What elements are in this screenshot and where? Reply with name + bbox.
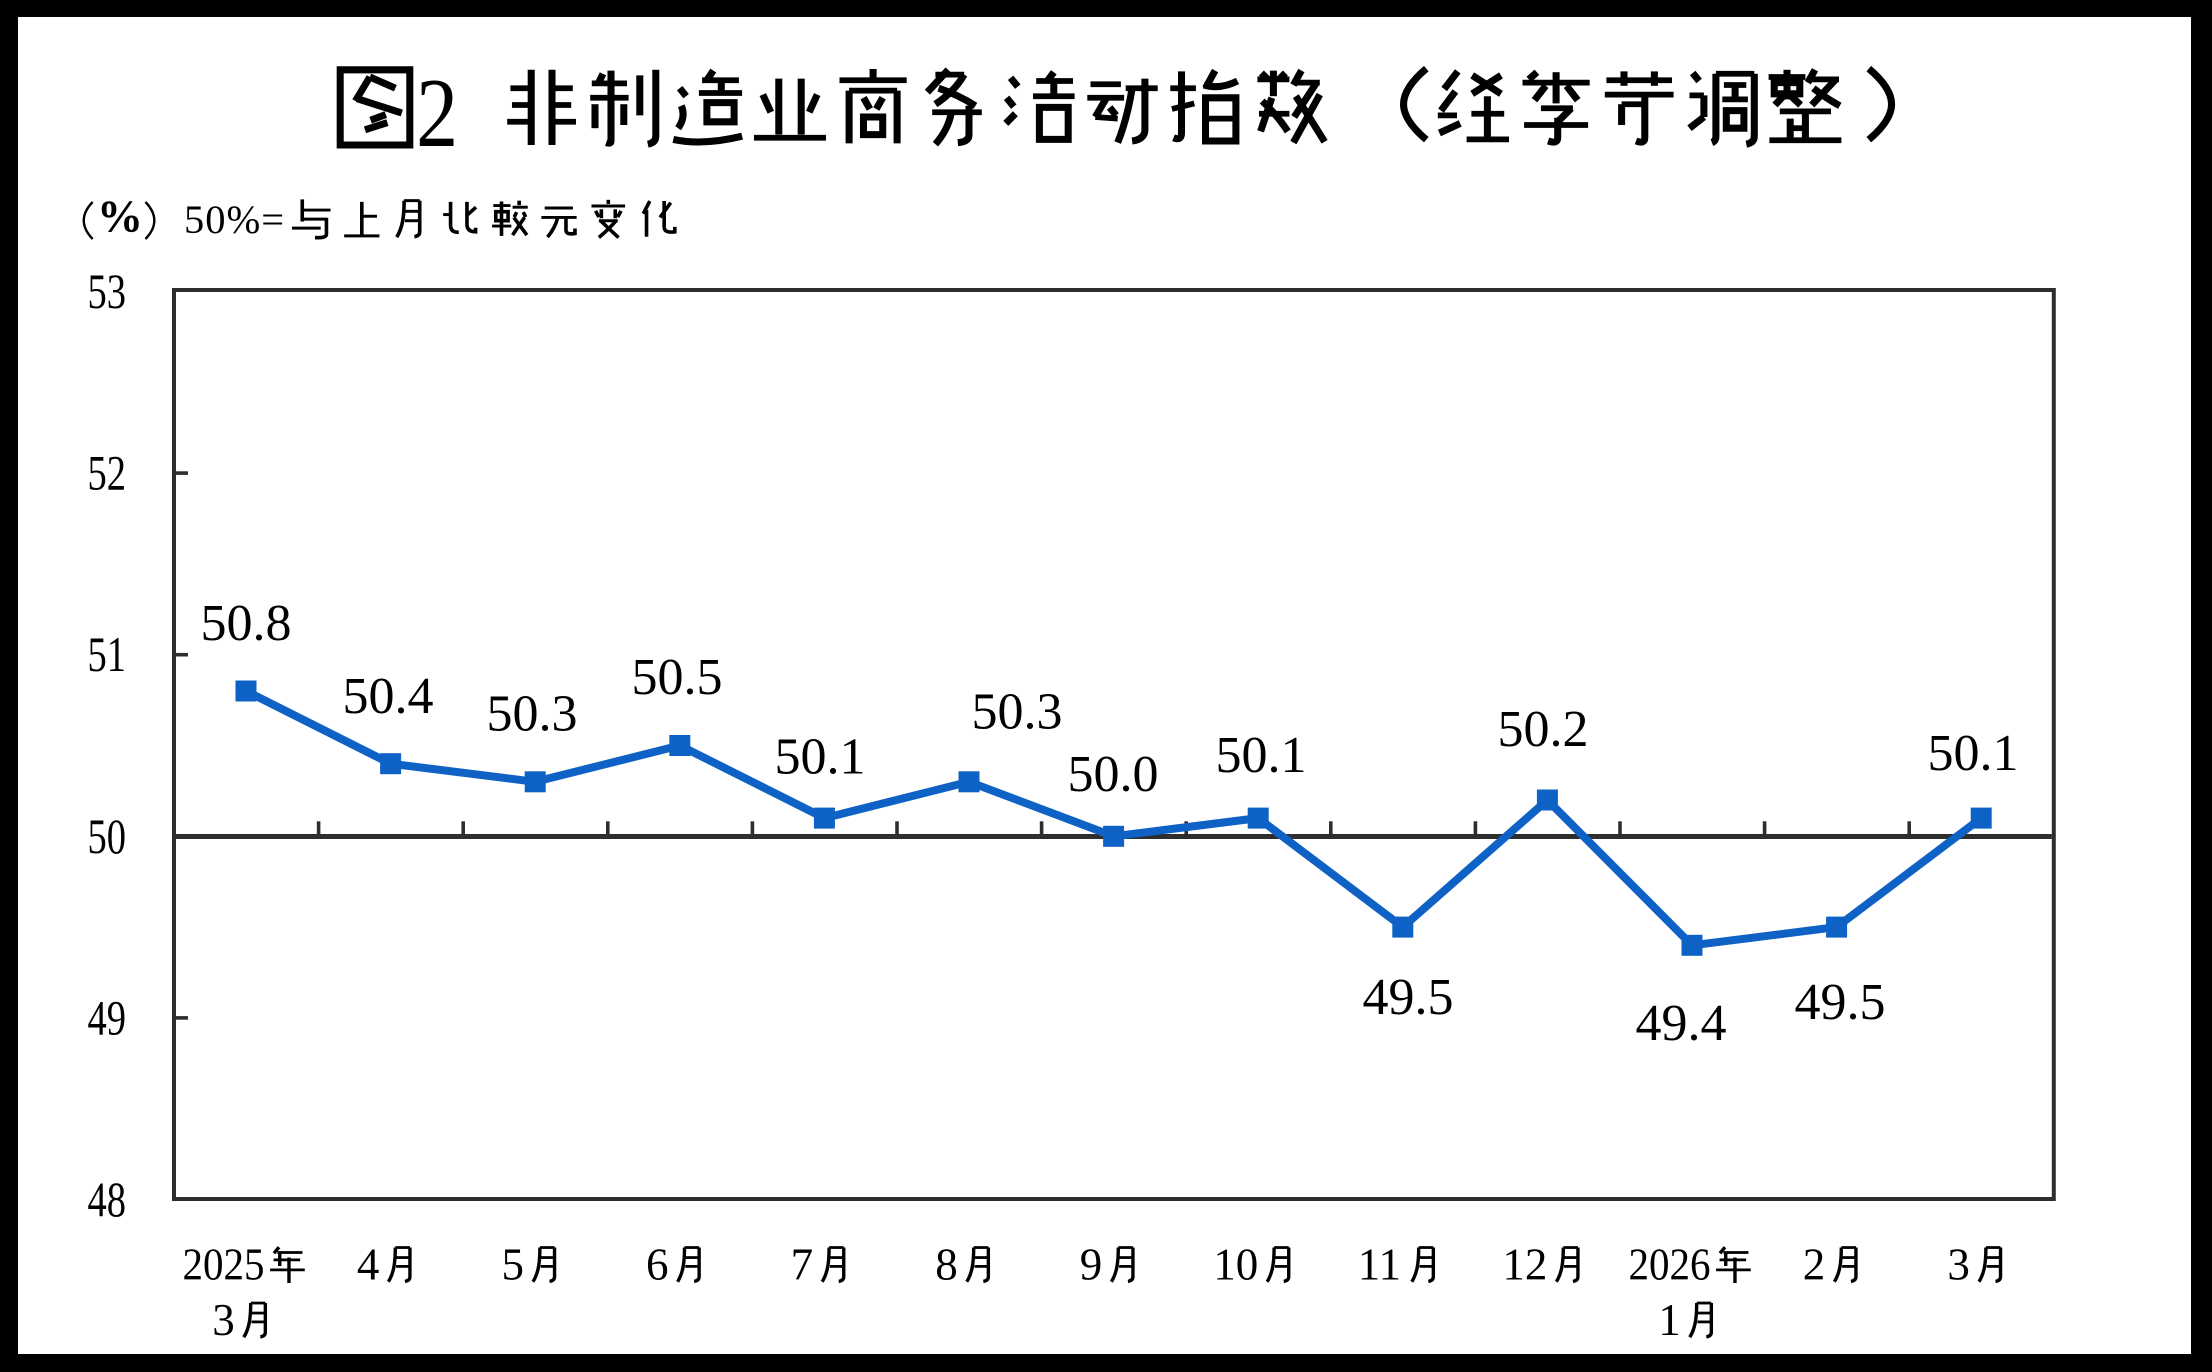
svg-text:7: 7	[791, 1240, 814, 1290]
svg-text:50: 50	[88, 808, 127, 864]
svg-text:50.3: 50.3	[972, 684, 1063, 741]
svg-text:6: 6	[646, 1240, 669, 1290]
svg-text:49.5: 49.5	[1363, 969, 1454, 1026]
svg-text:10: 10	[1213, 1240, 1258, 1290]
svg-text:49: 49	[88, 989, 127, 1045]
svg-text:2026: 2026	[1629, 1240, 1711, 1290]
svg-text:3: 3	[212, 1295, 235, 1345]
svg-text:9: 9	[1080, 1240, 1103, 1290]
svg-text:50.1: 50.1	[775, 729, 866, 786]
svg-text:3: 3	[1947, 1240, 1970, 1290]
svg-text:50.1: 50.1	[1928, 725, 2019, 782]
svg-text:12: 12	[1502, 1240, 1547, 1290]
svg-text:5: 5	[502, 1240, 525, 1290]
svg-text:50.8: 50.8	[201, 595, 292, 652]
svg-text:8: 8	[935, 1240, 958, 1290]
svg-text:53: 53	[88, 263, 127, 319]
svg-text:50.3: 50.3	[487, 686, 578, 743]
svg-text:51: 51	[88, 626, 127, 682]
svg-text:2025: 2025	[183, 1240, 265, 1290]
svg-text:1: 1	[1658, 1295, 1681, 1345]
svg-text:50.5: 50.5	[632, 649, 723, 706]
svg-text:50%=: 50%=	[184, 197, 285, 242]
svg-text:%: %	[97, 191, 143, 242]
svg-text:49.5: 49.5	[1795, 974, 1886, 1031]
svg-text:2: 2	[1803, 1240, 1826, 1290]
svg-text:50.4: 50.4	[343, 668, 434, 725]
svg-text:50.1: 50.1	[1216, 727, 1307, 784]
svg-text:4: 4	[357, 1240, 380, 1290]
svg-text:11: 11	[1358, 1240, 1401, 1290]
svg-text:50.0: 50.0	[1068, 746, 1159, 803]
svg-text:52: 52	[88, 445, 127, 501]
svg-text:49.4: 49.4	[1636, 995, 1727, 1052]
svg-text:50.2: 50.2	[1498, 701, 1589, 758]
svg-text:2: 2	[416, 59, 458, 168]
svg-text:48: 48	[88, 1171, 127, 1227]
